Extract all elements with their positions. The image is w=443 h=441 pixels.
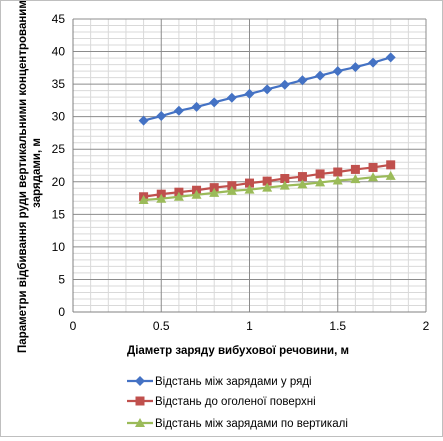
legend-marker [135,376,145,386]
data-point [315,70,326,81]
data-point [262,84,273,95]
data-point [332,175,343,185]
data-point [191,189,202,199]
data-point [226,185,237,195]
data-point [280,174,290,184]
data-point [368,162,378,172]
data-point [173,191,184,201]
data-point [262,176,272,186]
y-tick-label: 15 [52,207,66,221]
data-point [350,62,361,73]
series-3 [138,170,396,205]
legend-item-1: Відстань між зарядами у ряді [127,376,312,388]
x-tick-label: 2 [423,319,430,333]
y-axis-label-line-1: Параметри відбивання руди вертикальними … [17,1,29,353]
data-point [350,164,360,174]
data-point [245,178,254,188]
legend-marker [135,418,145,427]
x-tick-label: 1 [246,319,253,333]
data-point [279,180,290,190]
y-tick-label: 25 [52,142,66,156]
data-point [368,172,379,182]
x-tick-label: 0 [70,319,77,333]
series-layer [138,52,396,205]
data-point [297,179,308,189]
data-point [138,195,149,205]
legend-label: Відстань до оголеної поверхні [155,396,316,408]
data-point [368,57,379,68]
data-point [244,184,255,194]
series-1 [138,52,396,126]
data-point [315,169,325,179]
data-point [385,52,396,63]
data-point [156,111,167,122]
y-tick-label: 0 [58,305,65,319]
y-tick-label: 20 [52,175,66,189]
x-axis-label: Діаметр заряду вибухової речовини, м [127,345,349,357]
data-point [385,170,396,180]
data-point [191,101,202,112]
data-point [244,88,255,99]
data-point [209,97,220,108]
data-point [297,75,308,86]
legend-label: Відстань між зарядами по вертикалі [155,418,348,430]
y-tick-label: 5 [58,272,65,286]
data-point [173,105,184,116]
data-point [262,182,273,192]
data-point [227,181,237,191]
data-point [386,160,396,170]
data-point [279,79,290,90]
legend-marker [135,396,145,406]
data-point [138,115,149,126]
x-tick-label: 0.5 [153,319,170,333]
data-point [315,177,326,187]
y-tick-label: 10 [52,240,66,254]
data-point [226,92,237,103]
data-point [209,183,219,193]
data-point [209,187,220,197]
data-point [332,66,343,77]
y-tick-label: 30 [52,110,66,124]
y-tick-label: 35 [52,77,66,91]
x-tick-label: 1.5 [329,319,346,333]
legend-item-2: Відстань до оголеної поверхні [127,396,316,408]
y-axis-label-line-2: зарядами, м [31,138,43,208]
data-point [156,193,167,203]
legend-label: Відстань між зарядами у ряді [155,376,312,388]
legend-item-3: Відстань між зарядами по вертикалі [127,418,348,430]
legend: Відстань між зарядами у ряді Відстань до … [127,376,348,430]
data-point [297,172,307,182]
data-point [350,174,361,184]
data-point [333,167,343,177]
axes-layer: 0 5 10 15 20 25 30 35 40 45 0 0.5 1 1.5 2 [52,12,430,333]
y-tick-label: 40 [52,45,66,59]
y-tick-label: 45 [52,12,66,26]
